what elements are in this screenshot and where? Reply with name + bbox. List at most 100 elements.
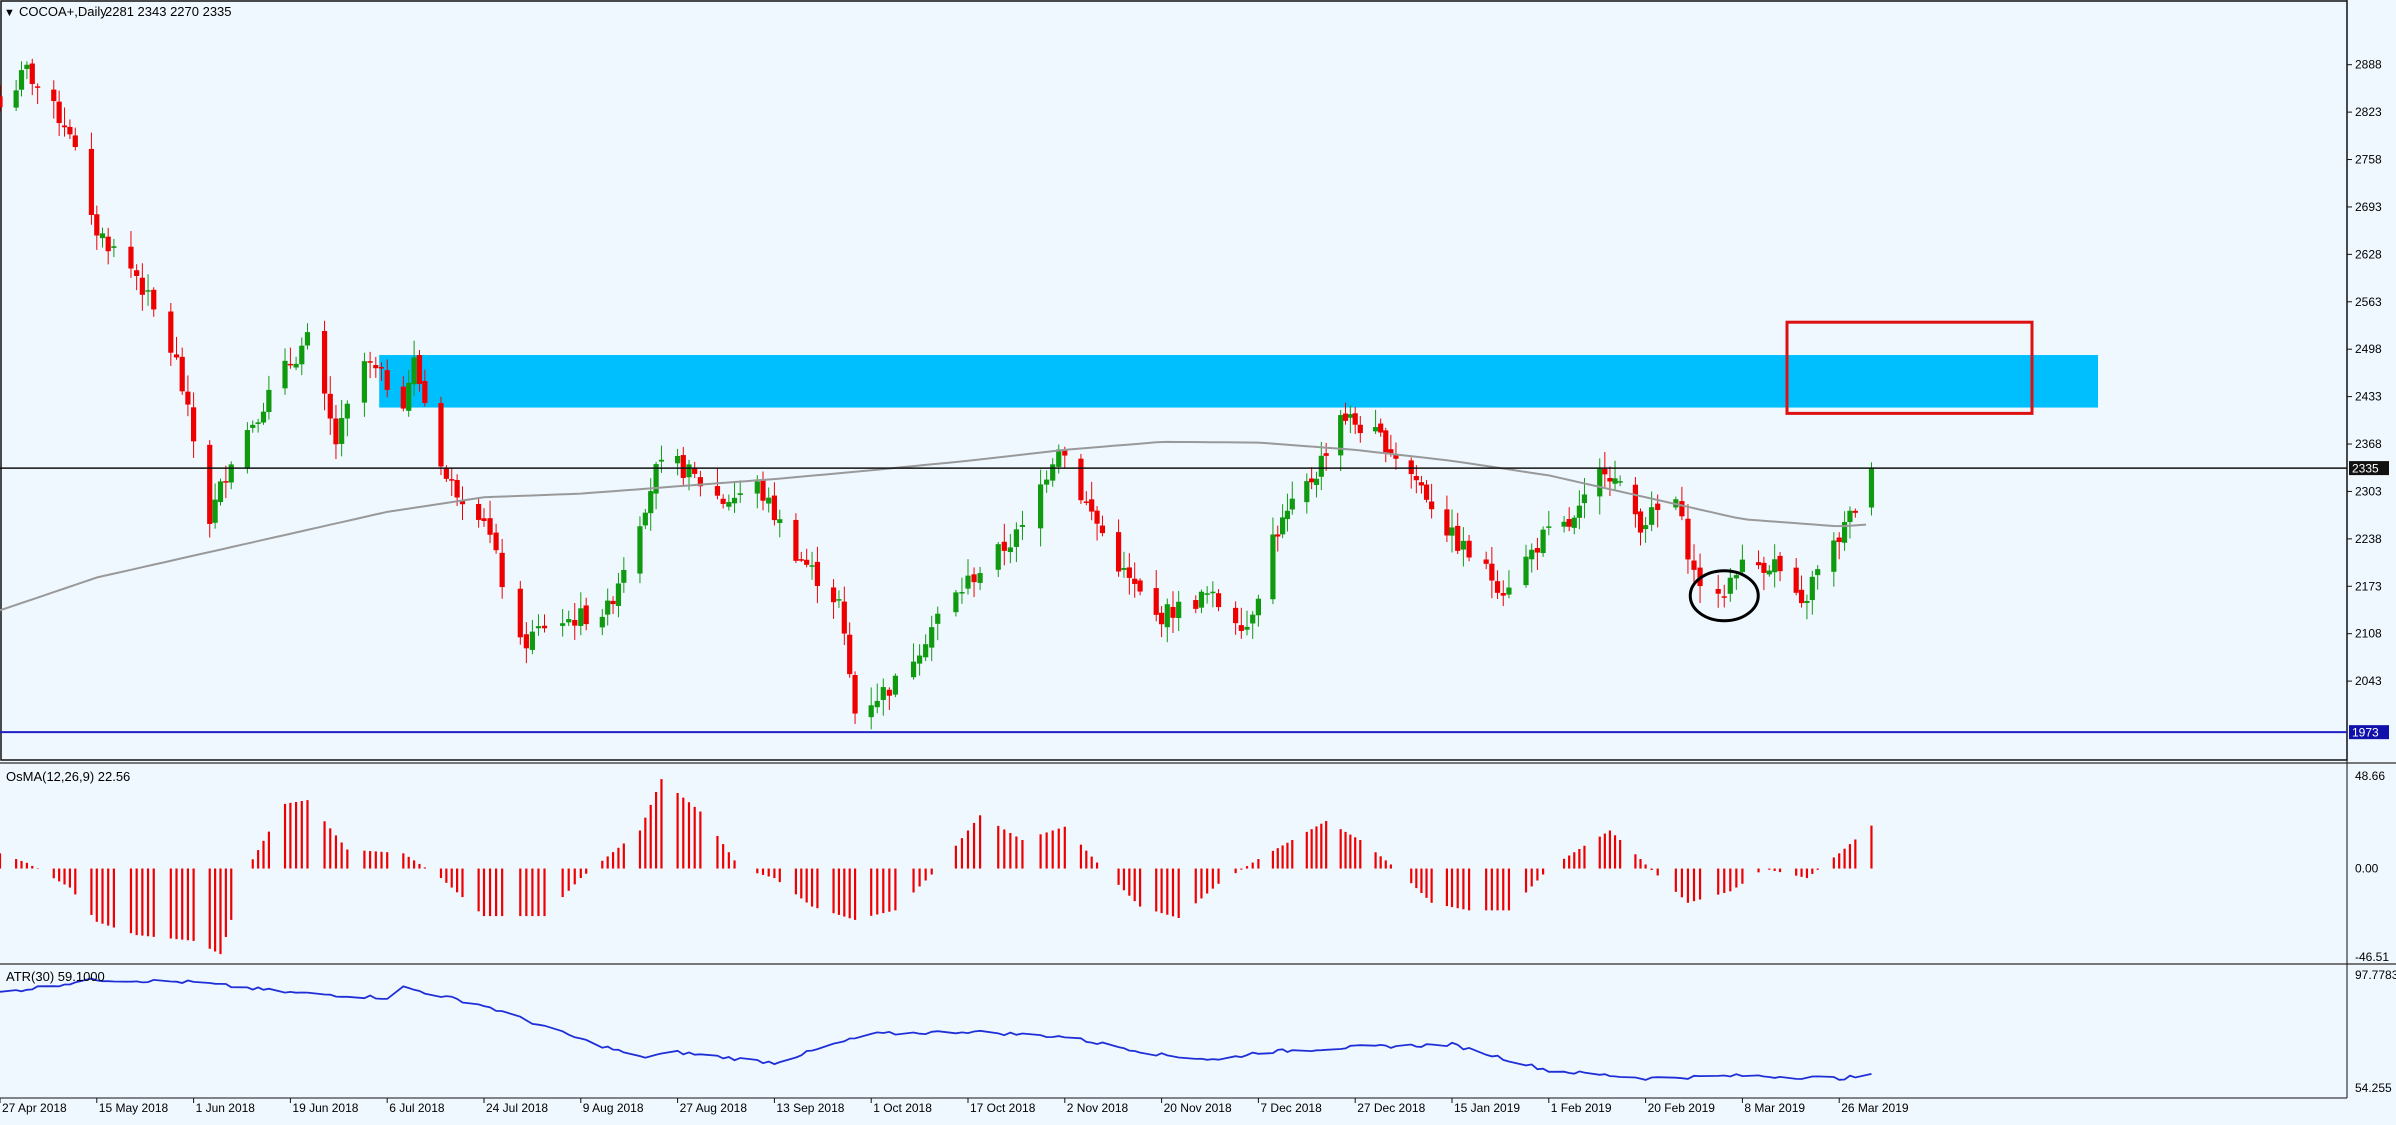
candle-body[interactable]	[1602, 469, 1608, 475]
candle-body[interactable]	[1546, 526, 1552, 528]
candle-body[interactable]	[1852, 510, 1858, 513]
candle-body[interactable]	[814, 561, 821, 587]
candle-body[interactable]	[1318, 455, 1324, 477]
candle-body[interactable]	[293, 363, 299, 368]
candle-body[interactable]	[1761, 562, 1767, 573]
candle-body[interactable]	[615, 583, 622, 606]
candle-body[interactable]	[1280, 517, 1286, 535]
candle-body[interactable]	[535, 626, 542, 629]
candle-body[interactable]	[1270, 534, 1276, 600]
candle-body[interactable]	[416, 355, 423, 384]
candle-body[interactable]	[1250, 614, 1256, 624]
candle-body[interactable]	[1755, 562, 1762, 566]
candle-body[interactable]	[1413, 475, 1419, 481]
candle-body[interactable]	[637, 526, 643, 574]
candle-body[interactable]	[1847, 510, 1853, 523]
candle-body[interactable]	[1489, 563, 1495, 581]
candle-body[interactable]	[923, 644, 929, 658]
candle-body[interactable]	[1378, 423, 1384, 433]
candle-body[interactable]	[449, 479, 455, 481]
candle-body[interactable]	[566, 619, 572, 623]
candle-body[interactable]	[1804, 601, 1810, 604]
candle-body[interactable]	[88, 148, 95, 216]
candle-body[interactable]	[13, 90, 19, 108]
candle-body[interactable]	[1540, 529, 1546, 554]
candle-body[interactable]	[1357, 424, 1363, 434]
candle-body[interactable]	[250, 424, 256, 428]
candle-body[interactable]	[411, 357, 417, 385]
candle-body[interactable]	[680, 455, 686, 478]
candle-body[interactable]	[754, 481, 760, 494]
candle-body[interactable]	[1338, 415, 1344, 456]
candle-body[interactable]	[1313, 478, 1320, 485]
candle-body[interactable]	[1342, 413, 1349, 421]
candle-body[interactable]	[139, 277, 145, 295]
candle-body[interactable]	[35, 86, 41, 88]
candle-body[interactable]	[1500, 593, 1506, 596]
candle-body[interactable]	[151, 289, 157, 310]
candle-body[interactable]	[1809, 576, 1815, 601]
candle-body[interactable]	[1566, 519, 1572, 527]
candle-body[interactable]	[287, 363, 293, 366]
candle-body[interactable]	[327, 393, 333, 419]
candle-body[interactable]	[1153, 588, 1159, 615]
candle-body[interactable]	[1383, 430, 1389, 453]
candle-body[interactable]	[847, 634, 853, 675]
candle-body[interactable]	[105, 236, 111, 252]
candle-body[interactable]	[1233, 607, 1239, 624]
candle-body[interactable]	[344, 403, 350, 419]
highlight-ellipse[interactable]	[1688, 569, 1760, 623]
candle-body[interactable]	[798, 559, 804, 561]
candle-body[interactable]	[793, 519, 799, 561]
candle-body[interactable]	[223, 481, 229, 483]
collapse-triangle-icon[interactable]: ▼	[4, 7, 15, 19]
candle-body[interactable]	[1455, 525, 1461, 551]
candle-body[interactable]	[653, 464, 659, 494]
candle-body[interactable]	[1637, 511, 1644, 533]
candle-body[interactable]	[67, 126, 73, 135]
candle-body[interactable]	[24, 64, 30, 69]
candle-body[interactable]	[185, 391, 191, 405]
candle-body[interactable]	[1089, 499, 1095, 512]
candle-body[interactable]	[367, 361, 373, 363]
candle-body[interactable]	[830, 587, 837, 603]
candle-body[interactable]	[128, 246, 134, 269]
candle-body[interactable]	[965, 575, 971, 589]
candle-body[interactable]	[1007, 547, 1013, 553]
candle-body[interactable]	[1777, 555, 1783, 572]
candle-body[interactable]	[1815, 569, 1821, 576]
candle-body[interactable]	[1170, 606, 1176, 618]
candle-body[interactable]	[1733, 575, 1739, 579]
candle-body[interactable]	[1159, 612, 1165, 625]
candle-body[interactable]	[1597, 468, 1603, 497]
candle-body[interactable]	[1347, 414, 1353, 418]
candle-body[interactable]	[61, 125, 68, 128]
candle-body[interactable]	[910, 661, 917, 678]
candle-body[interactable]	[1685, 518, 1691, 560]
candle-body[interactable]	[1739, 559, 1745, 573]
candle-body[interactable]	[0, 96, 3, 108]
candle-body[interactable]	[809, 565, 815, 567]
candle-body[interactable]	[1617, 481, 1623, 483]
candle-body[interactable]	[1056, 449, 1062, 467]
candle-body[interactable]	[1643, 525, 1649, 530]
candle-body[interactable]	[282, 360, 288, 389]
candle-body[interactable]	[1429, 501, 1435, 510]
candle-body[interactable]	[487, 518, 493, 535]
candle-body[interactable]	[599, 616, 605, 628]
candle-body[interactable]	[1013, 529, 1019, 547]
candle-body[interactable]	[760, 480, 766, 501]
candle-body[interactable]	[94, 214, 100, 236]
candle-body[interactable]	[714, 486, 721, 496]
candle-body[interactable]	[1215, 593, 1222, 608]
candle-body[interactable]	[642, 512, 648, 526]
candle-body[interactable]	[476, 503, 482, 520]
candle-body[interactable]	[610, 600, 616, 605]
candle-body[interactable]	[886, 689, 892, 696]
candle-body[interactable]	[529, 631, 535, 650]
candle-body[interactable]	[1607, 477, 1613, 482]
candle-body[interactable]	[191, 407, 197, 442]
candle-body[interactable]	[1798, 589, 1805, 604]
candle-body[interactable]	[339, 418, 345, 444]
candle-body[interactable]	[1529, 549, 1535, 560]
